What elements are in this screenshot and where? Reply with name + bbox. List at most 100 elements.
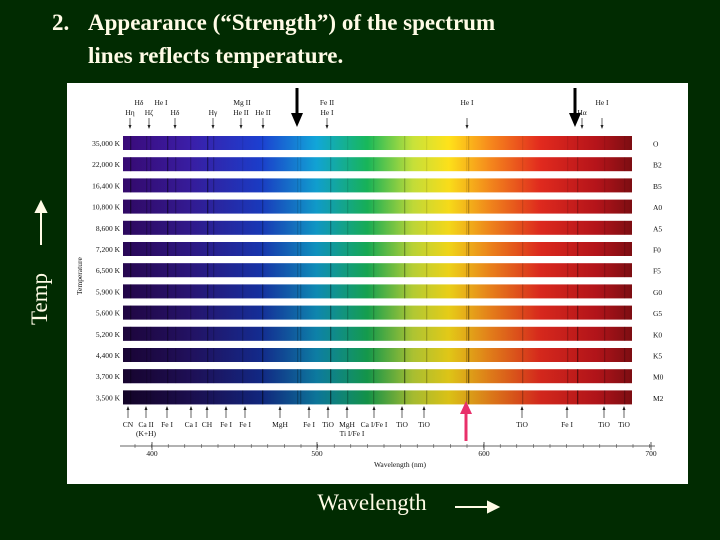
absorption-line [175,157,177,172]
absorption-line [624,348,626,362]
line-marker-head [565,406,569,410]
absorption-line [297,284,299,299]
absorption-line [404,136,406,150]
absorption-line [604,263,606,278]
class-label: G5 [653,309,662,318]
absorption-line [242,157,244,172]
absorption-line [150,263,152,278]
absorption-line [190,199,192,214]
absorption-line [167,348,169,362]
absorption-line [167,326,169,341]
side-arrow [34,199,48,245]
absorption-line [347,348,349,362]
absorption-line [426,263,428,278]
absorption-line [426,242,428,256]
strip-shade [123,305,632,320]
absorption-line [150,284,152,299]
temperature-label: 3,500 K [96,393,121,402]
absorption-line [567,178,569,193]
absorption-line [624,369,626,384]
line-label: CH [202,420,213,429]
absorption-line [167,242,169,256]
bottom-label: Wavelength [317,490,427,515]
absorption-line [330,220,332,235]
absorption-line [207,305,209,320]
strip-shade [123,220,632,235]
absorption-line [300,348,302,362]
absorption-line [207,284,209,299]
absorption-line [262,157,264,172]
absorption-line [262,136,264,150]
absorption-line [300,284,302,299]
absorption-line [347,220,349,235]
line-label: TiO [516,420,528,429]
absorption-line [146,157,148,172]
temperature-label: 6,500 K [96,266,121,275]
absorption-line [175,136,177,150]
absorption-line [262,220,264,235]
absorption-line [347,326,349,341]
strip-shade [123,178,632,193]
absorption-line [213,136,215,150]
absorption-line [262,348,264,362]
strip-shade [123,157,632,172]
absorption-line [624,220,626,235]
absorption-line [567,136,569,150]
absorption-line [404,220,406,235]
temperature-label: 22,000 K [92,160,121,169]
class-label: K0 [653,330,662,339]
absorption-line [207,263,209,278]
line-label: TiO [598,420,610,429]
absorption-line [567,326,569,341]
absorption-line [175,242,177,256]
absorption-line [300,157,302,172]
absorption-line [146,263,148,278]
absorption-line [130,305,132,320]
absorption-line [167,178,169,193]
absorption-line [300,390,302,405]
line-label: Fe I [220,420,232,429]
absorption-line [297,348,299,362]
absorption-line [150,157,152,172]
absorption-line [522,178,524,193]
line-label: Hη [125,108,134,117]
absorption-line [213,305,215,320]
absorption-line [213,390,215,405]
absorption-line [404,263,406,278]
class-label: M2 [653,394,664,403]
y-axis-label: Temperature [75,257,84,295]
absorption-line [213,157,215,172]
absorption-line [175,369,177,384]
absorption-line [146,305,148,320]
absorption-line [426,390,428,405]
absorption-line [468,199,470,214]
absorption-line [624,305,626,320]
absorption-line [130,263,132,278]
absorption-line [624,136,626,150]
absorption-line [468,178,470,193]
absorption-line [330,242,332,256]
absorption-line [167,199,169,214]
absorption-line [146,220,148,235]
absorption-line [347,369,349,384]
line-label: TiO [322,420,334,429]
absorption-line [426,326,428,341]
absorption-line [624,284,626,299]
absorption-line [146,242,148,256]
spectrum-strip [123,136,632,150]
absorption-line [624,157,626,172]
temperature-label: 5,600 K [96,309,121,318]
strip-shade [123,242,632,256]
line-marker-head [147,125,151,129]
absorption-line [150,326,152,341]
absorption-line [330,369,332,384]
line-label: Hγ [209,108,218,117]
absorption-line [577,136,579,150]
absorption-line [468,242,470,256]
absorption-line [297,305,299,320]
temperature-label: 7,200 K [96,245,121,254]
line-marker-head [520,406,524,410]
line-marker-head [128,125,132,129]
absorption-line [207,242,209,256]
line-label: He II [255,108,271,117]
